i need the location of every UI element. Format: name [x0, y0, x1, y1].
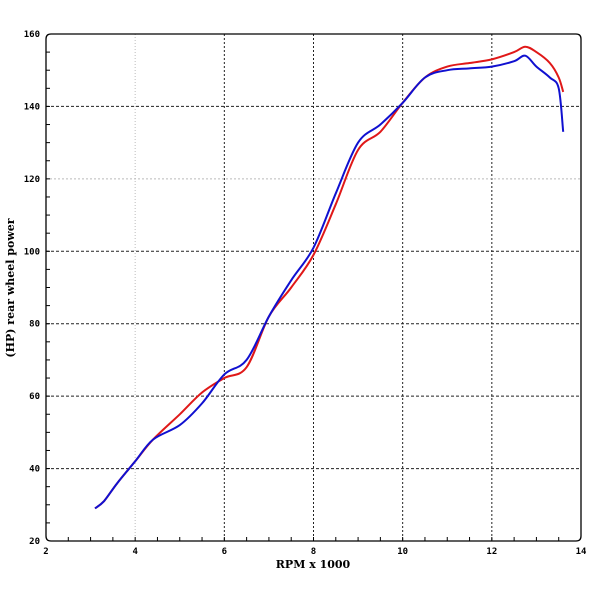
y-tick-label: 100 — [24, 247, 40, 257]
x-axis-tick-labels: 2 4 6 8 10 12 14 — [43, 547, 587, 557]
y-tick-label: 20 — [29, 537, 40, 547]
y-tick-label: 80 — [29, 320, 40, 330]
x-axis-title: RPM x 1000 — [276, 558, 351, 571]
x-tick-label: 12 — [486, 547, 497, 557]
y-tick-label: 140 — [24, 102, 40, 112]
plot-frame — [45, 33, 582, 542]
x-tick-label: 4 — [132, 547, 138, 557]
y-tick-label: 60 — [29, 392, 40, 402]
x-tick-label: 8 — [311, 547, 316, 557]
y-tick-label: 40 — [29, 465, 40, 475]
x-tick-label: 2 — [43, 547, 48, 557]
minor-ticks — [46, 51, 560, 541]
data-series — [94, 45, 565, 510]
x-tick-label: 6 — [222, 547, 227, 557]
y-tick-label: 120 — [24, 175, 40, 185]
grid-lines — [46, 34, 581, 541]
y-axis-title: (HP) rear wheel power — [4, 218, 17, 357]
x-tick-label: 14 — [576, 547, 587, 557]
y-tick-label: 160 — [24, 30, 40, 40]
red-power-curve — [94, 45, 565, 510]
blue-power-curve — [94, 54, 565, 510]
x-tick-label: 10 — [397, 547, 408, 557]
y-axis-tick-labels: 20 40 60 80 100 120 140 160 — [24, 30, 40, 547]
